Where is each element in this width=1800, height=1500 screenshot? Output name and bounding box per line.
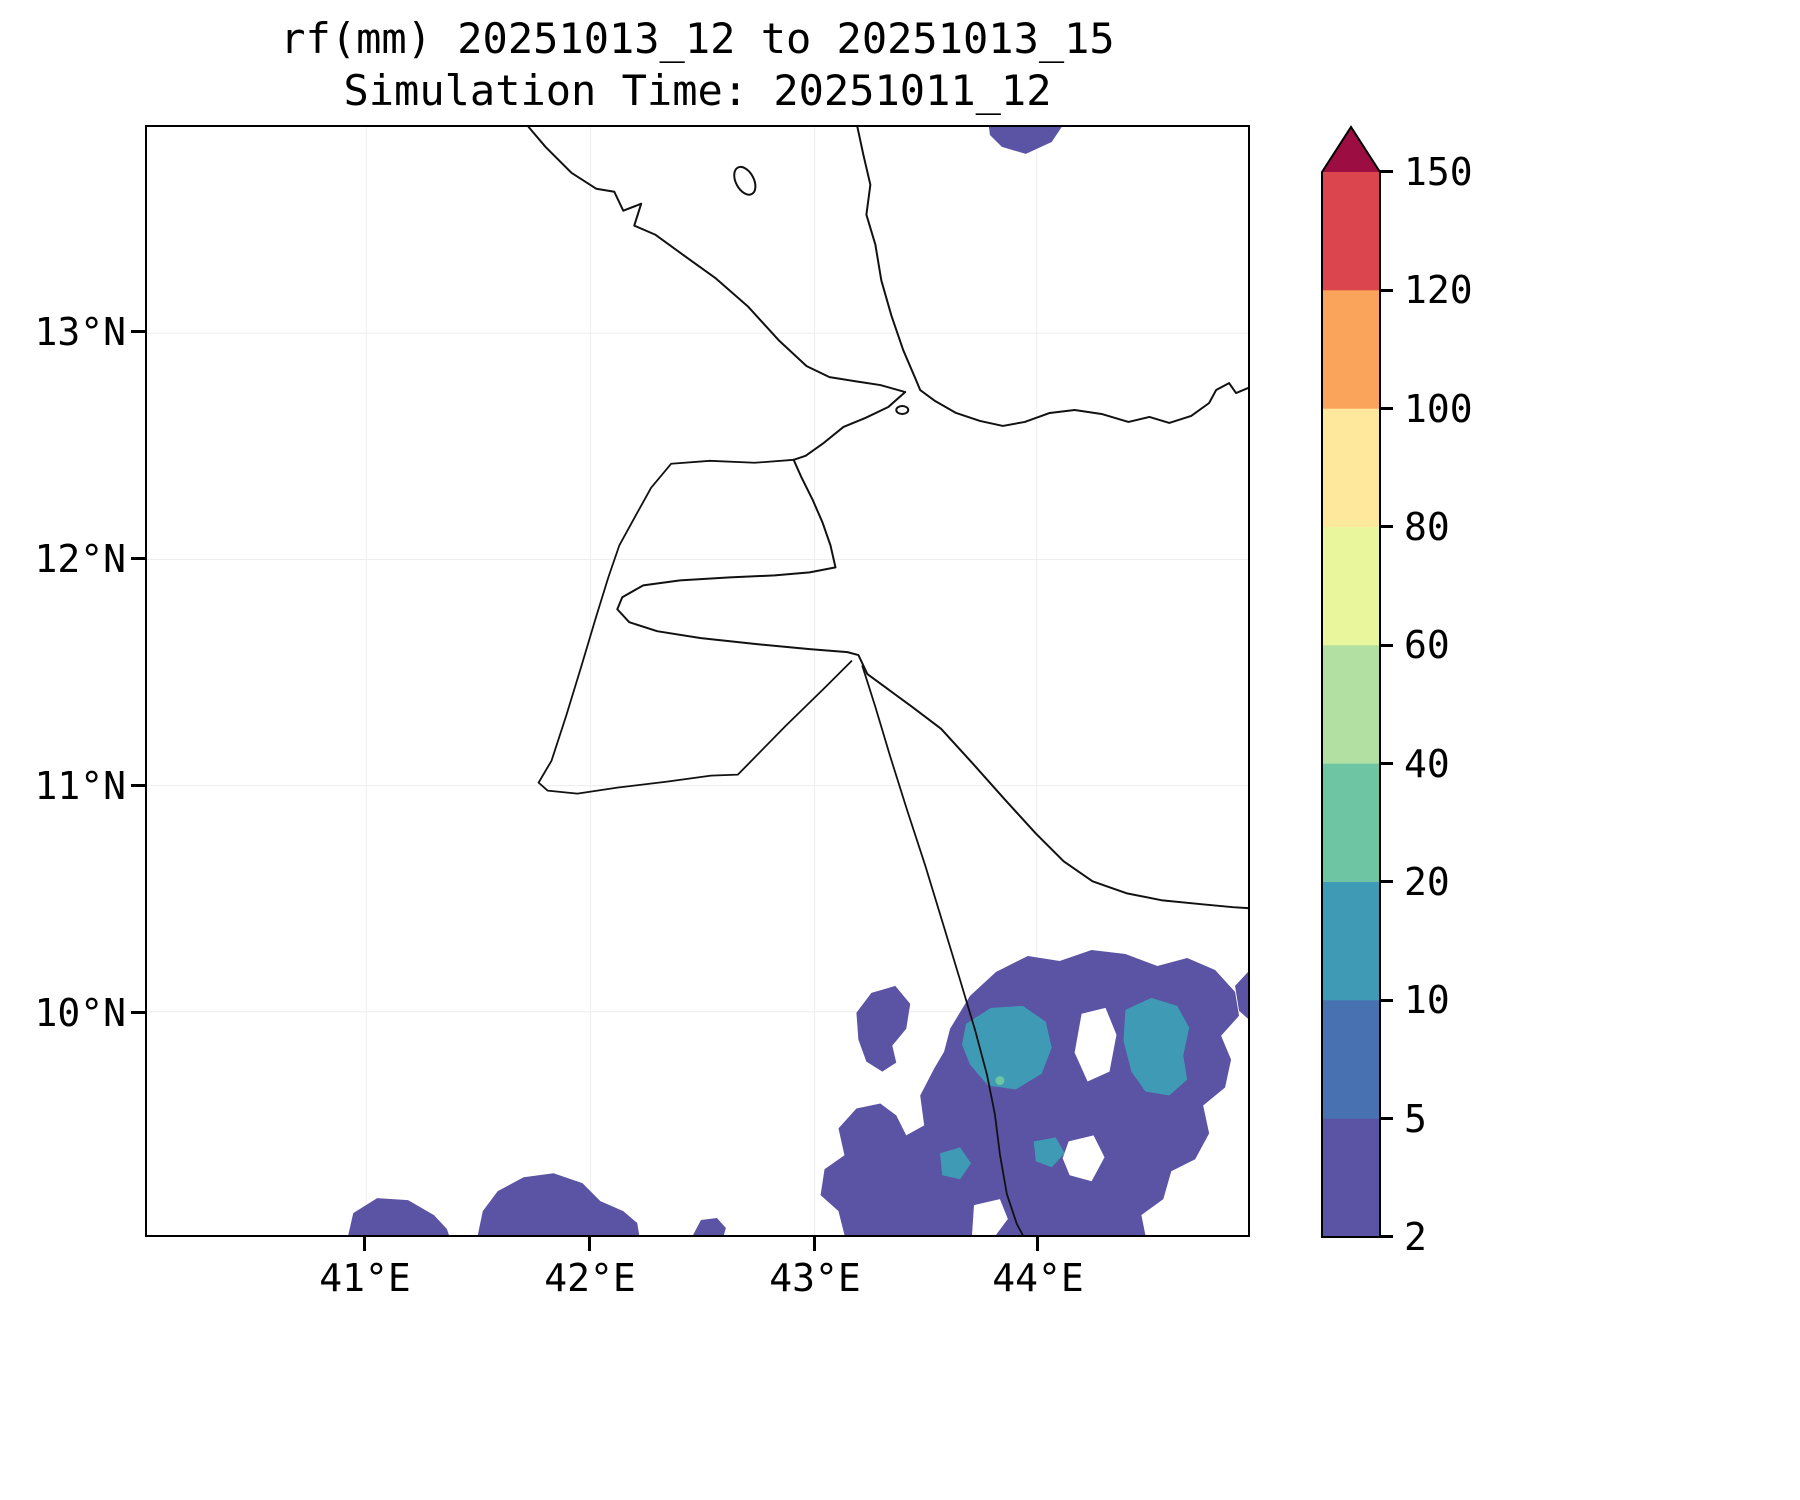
rainfall-contours-level-2-5	[348, 127, 1248, 1235]
cb-label-150: 150	[1404, 150, 1473, 194]
x-tick-43E	[813, 1237, 816, 1251]
rain-core-green-speck	[995, 1076, 1005, 1086]
figure-title-line-1: rf(mm) 20251013_12 to 20251013_15	[280, 14, 1115, 63]
colorbar-over-arrow	[1322, 127, 1380, 172]
colorbar-segment-80-100	[1322, 408, 1380, 528]
x-tick-42E	[588, 1237, 591, 1251]
x-tick-41E	[363, 1237, 366, 1251]
island-red-sea	[733, 165, 757, 196]
coastlines	[527, 127, 1248, 910]
cb-label-5: 5	[1404, 1097, 1427, 1141]
coastline-red-sea-west	[527, 127, 907, 461]
rain-core-teal-3	[940, 1147, 972, 1180]
map-plot-area	[145, 125, 1250, 1237]
colorbar	[1321, 125, 1381, 1238]
colorbar-segment-40-60	[1322, 645, 1380, 765]
cb-tick-150	[1380, 170, 1393, 173]
cb-label-60: 60	[1404, 623, 1450, 667]
island-strait	[895, 404, 910, 415]
rain-patch-south-2	[477, 1173, 640, 1235]
y-tick-label-10n: 10°N	[34, 991, 126, 1035]
y-tick-12N	[131, 557, 145, 560]
cb-tick-120	[1380, 289, 1393, 292]
contour-hole-2	[1062, 1135, 1105, 1182]
cb-tick-100	[1380, 407, 1393, 410]
colorbar-outline	[1321, 125, 1381, 1238]
cb-tick-5	[1380, 1117, 1393, 1120]
colorbar-segment-5-10	[1322, 1000, 1380, 1120]
border-djibouti	[537, 458, 853, 795]
rainfall-contour-holes	[972, 1007, 1117, 1235]
cb-label-10: 10	[1404, 978, 1450, 1022]
cb-label-2: 2	[1404, 1215, 1427, 1259]
cb-tick-10	[1380, 999, 1393, 1002]
figure-title-line-2: Simulation Time: 20251011_12	[343, 66, 1052, 115]
rain-patch-top-edge	[988, 127, 1062, 154]
border-ethiopia-somalia	[861, 665, 1024, 1235]
colorbar-segment-20-40	[1322, 763, 1380, 883]
x-tick-44E	[1036, 1237, 1039, 1251]
cb-label-120: 120	[1404, 268, 1473, 312]
colorbar-segment-100-120	[1322, 290, 1380, 410]
coastline-yemen	[856, 127, 1248, 427]
colorbar-segment-10-20	[1322, 882, 1380, 1001]
cb-tick-20	[1380, 880, 1393, 883]
cb-label-100: 100	[1404, 387, 1473, 431]
cb-tick-2	[1380, 1235, 1393, 1238]
x-tick-label-43e: 43°E	[769, 1256, 861, 1300]
rain-patch-south-3	[693, 1218, 726, 1235]
y-tick-label-13n: 13°N	[34, 310, 126, 354]
rain-patch-west-lobe	[856, 985, 911, 1072]
colorbar-segment-120-150	[1322, 172, 1380, 291]
y-tick-13N	[131, 330, 145, 333]
rain-core-teal-4	[1033, 1137, 1065, 1168]
contour-hole-1	[1074, 1007, 1117, 1082]
cb-tick-80	[1380, 525, 1393, 528]
colorbar-segment-2-5	[1322, 1118, 1380, 1237]
rain-patch-right-edge	[1235, 971, 1248, 1019]
coastline-djibouti-gulf-of-tadjoura	[616, 458, 1248, 910]
x-tick-label-41e: 41°E	[319, 1256, 411, 1300]
x-tick-label-44e: 44°E	[992, 1256, 1084, 1300]
y-tick-10N	[131, 1011, 145, 1014]
cb-label-40: 40	[1404, 742, 1450, 786]
x-tick-label-42e: 42°E	[544, 1256, 636, 1300]
gridlines	[147, 127, 1248, 1235]
cb-label-20: 20	[1404, 860, 1450, 904]
cb-tick-40	[1380, 762, 1393, 765]
rain-core-teal-2	[1123, 997, 1190, 1096]
y-tick-label-12n: 12°N	[34, 537, 126, 581]
y-tick-11N	[131, 784, 145, 787]
map-svg	[147, 127, 1248, 1235]
rain-patch-south-1	[348, 1198, 449, 1235]
cb-label-80: 80	[1404, 505, 1450, 549]
y-tick-label-11n: 11°N	[34, 764, 126, 808]
cb-tick-60	[1380, 644, 1393, 647]
contour-hole-3	[972, 1199, 1008, 1235]
country-borders	[537, 458, 1024, 1235]
colorbar-segment-60-80	[1322, 527, 1380, 646]
